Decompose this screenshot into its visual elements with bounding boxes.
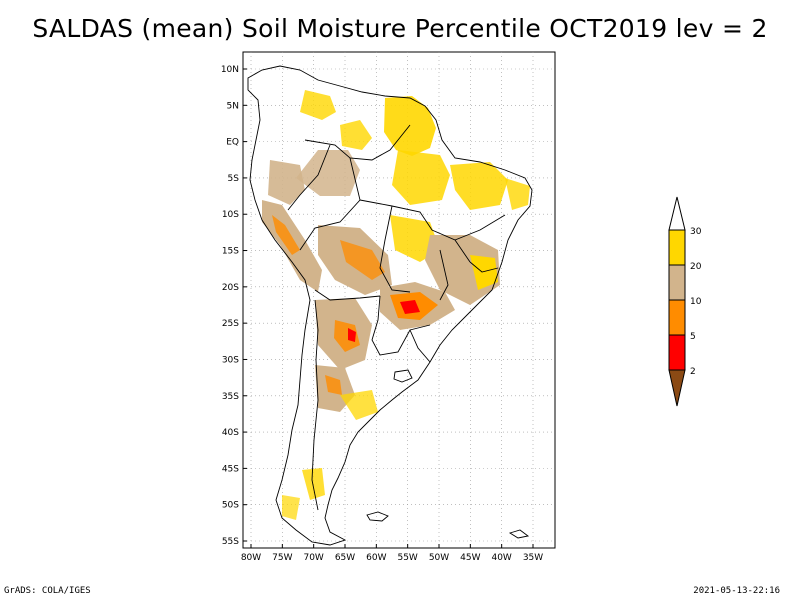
colorbar-segment-10-20 [668,264,686,301]
lon-label: 60W [366,553,386,563]
colorbar-label-5: 5 [690,332,696,342]
lon-label: 65W [335,553,355,563]
lat-label: 20S [222,283,239,293]
colorbar-bottom-triangle [668,369,686,407]
colorbar-segment-20-30 [668,229,686,266]
colorbar-segment-5-10 [668,299,686,336]
islands [366,369,530,539]
lon-label: 75W [272,553,292,563]
lat-label: 55S [222,537,239,547]
colorbar-top-triangle [668,196,686,231]
coastlines [247,65,533,546]
lat-label: 30S [222,355,239,365]
lat-label: 35S [222,392,239,402]
map-title: SALDAS (mean) Soil Moisture Percentile O… [32,14,768,43]
lon-label: 50W [429,553,449,563]
colorbar-segment-2-5 [668,334,686,371]
lat-label: 40S [222,428,239,438]
footer-credit: GrADS: COLA/IGES [4,586,91,596]
lat-label: 45S [222,464,239,474]
colorbar-label-30: 30 [690,227,702,237]
lat-label: 15S [222,247,239,257]
lon-label: 70W [303,553,323,563]
lat-label: 10S [222,210,239,220]
longitude-axis: 80W 75W 70W 65W 60W 55W 50W 45W 40W 35W [241,544,543,563]
lon-label: 40W [491,553,511,563]
lat-label: 5N [227,101,239,111]
lat-label: 10N [221,65,239,75]
soil-moisture-shading [262,90,530,520]
lon-label: 80W [241,553,261,563]
lon-label: 45W [460,553,480,563]
colorbar-label-2: 2 [690,367,696,377]
colorbar-label-10: 10 [690,297,702,307]
lon-label: 55W [397,553,417,563]
colorbar-label-20: 20 [690,262,702,272]
lat-label: EQ [226,138,239,148]
footer-timestamp: 2021-05-13-22:16 [693,586,780,596]
colorbar: 30 20 10 5 2 [668,196,702,407]
lat-label: 5S [228,174,240,184]
lat-label: 25S [222,319,239,329]
lat-label: 50S [222,501,239,511]
lon-label: 35W [523,553,543,563]
latitude-axis: 10N 5N EQ 5S 10S 15S 20S 25S 30S 35S 40S 45S 50S 55S [221,65,247,547]
